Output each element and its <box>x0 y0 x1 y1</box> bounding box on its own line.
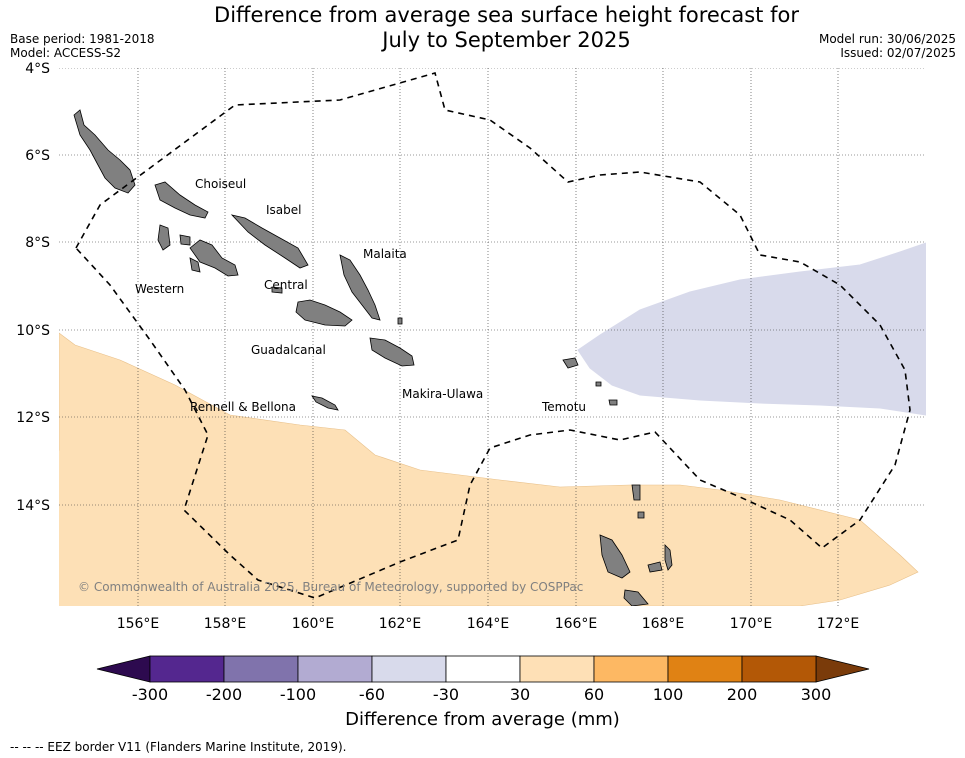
colorbar-segment <box>371 655 447 683</box>
isabel-island <box>230 214 309 269</box>
label-western: Western <box>135 282 184 296</box>
colorbar-segment <box>297 655 373 683</box>
colorbar-tick-label: -300 <box>132 685 168 704</box>
province-labels: Choiseul Isabel Malaita Western Central … <box>135 177 586 414</box>
copyright-notice: © Commonwealth of Australia 2025, Bureau… <box>78 580 584 594</box>
lat-label: 12°S <box>16 410 50 426</box>
lat-label: 14°S <box>16 498 50 514</box>
rennell-island <box>311 395 339 411</box>
makira-island <box>369 337 415 367</box>
small-island-1 <box>595 381 602 387</box>
pentecost-island <box>647 561 663 573</box>
colorbar-tick-label: 200 <box>727 685 758 704</box>
colorbar-tick-label: -200 <box>206 685 242 704</box>
label-rennell-bellona: Rennell & Bellona <box>190 400 296 414</box>
islands <box>73 109 673 606</box>
eez-border <box>75 72 911 599</box>
lon-label: 162°E <box>379 616 422 632</box>
map-content <box>59 68 926 606</box>
latitude-labels: 4°S 6°S 8°S 10°S 12°S 14°S <box>16 61 50 514</box>
chart-title: Difference from average sea surface heig… <box>0 3 965 53</box>
lon-label: 166°E <box>555 616 598 632</box>
colorbar-segment <box>593 655 669 683</box>
efate-island <box>623 589 649 606</box>
colorbar-segment <box>667 655 743 683</box>
label-makira-ulawa: Makira-Ulawa <box>402 387 483 401</box>
title-line-2: July to September 2025 <box>382 28 631 52</box>
colorbar: -300 -200 -100 -60 -30 30 60 100 200 300 <box>96 655 870 704</box>
malaita-island <box>339 254 381 321</box>
label-malaita: Malaita <box>363 247 407 261</box>
rendova-island <box>189 257 201 273</box>
colorbar-tick-label: 100 <box>653 685 684 704</box>
colorbar-over-arrow <box>815 655 870 683</box>
base-period-text: Base period: 1981-2018 <box>10 32 155 46</box>
guadalcanal-island <box>295 299 353 327</box>
colorbar-tick-label: -100 <box>280 685 316 704</box>
small-island-2 <box>637 511 645 519</box>
lon-label: 168°E <box>642 616 685 632</box>
label-central: Central <box>264 278 308 292</box>
bougainville-island <box>73 109 136 194</box>
model-info: Base period: 1981-2018 Model: ACCESS-S2 <box>10 32 155 60</box>
small-island-3 <box>397 317 403 325</box>
new-georgia-island <box>189 239 239 277</box>
colorbar-label: Difference from average (mm) <box>345 709 620 730</box>
colorbar-tick-label: -30 <box>433 685 459 704</box>
choiseul-island <box>154 181 209 219</box>
title-line-1: Difference from average sea surface heig… <box>214 3 799 27</box>
santa-cruz-island <box>562 357 579 369</box>
lon-label: 156°E <box>117 616 160 632</box>
negative-anomaly-region <box>577 242 926 416</box>
lon-label: 158°E <box>204 616 247 632</box>
colorbar-segment <box>223 655 299 683</box>
neutral-gap-region <box>59 450 400 606</box>
label-temotu: Temotu <box>541 400 586 414</box>
colorbar-segment <box>741 655 817 683</box>
label-guadalcanal: Guadalcanal <box>251 343 326 357</box>
lon-label: 172°E <box>817 616 860 632</box>
lat-label: 4°S <box>25 61 50 77</box>
issue-info: Model run: 30/06/2025 Issued: 02/07/2025 <box>819 32 956 60</box>
eez-footnote: -- -- -- EEZ border V11 (Flanders Marine… <box>10 740 347 754</box>
lon-label: 164°E <box>467 616 510 632</box>
colorbar-under-arrow <box>96 655 151 683</box>
lat-label: 10°S <box>16 323 50 339</box>
colorbar-segment <box>519 655 595 683</box>
vanikoro-island <box>608 399 618 406</box>
malekula-island <box>664 544 673 571</box>
colorbar-segment <box>149 655 225 683</box>
colorbar-segment <box>445 655 521 683</box>
lon-label: 170°E <box>730 616 773 632</box>
vella-lavella-island <box>157 224 171 251</box>
ambae-island <box>631 484 641 501</box>
florida-islands <box>271 286 283 294</box>
espiritu-santo-island <box>599 534 631 579</box>
model-run-text: Model run: 30/06/2025 <box>818 32 956 46</box>
issued-text: Issued: 02/07/2025 <box>840 46 956 60</box>
colorbar-tick-label: 300 <box>801 685 832 704</box>
lon-label: 160°E <box>292 616 335 632</box>
model-name-text: Model: ACCESS-S2 <box>10 46 122 60</box>
label-isabel: Isabel <box>266 203 301 217</box>
label-choiseul: Choiseul <box>195 177 246 191</box>
longitude-labels: 156°E 158°E 160°E 162°E 164°E 166°E 168°… <box>117 616 860 632</box>
lat-label: 8°S <box>25 235 50 251</box>
kolombangara-island <box>179 234 191 246</box>
lat-label: 6°S <box>25 148 50 164</box>
colorbar-tick-label: -60 <box>359 685 385 704</box>
colorbar-tick-label: 30 <box>510 685 530 704</box>
colorbar-tick-label: 60 <box>584 685 604 704</box>
